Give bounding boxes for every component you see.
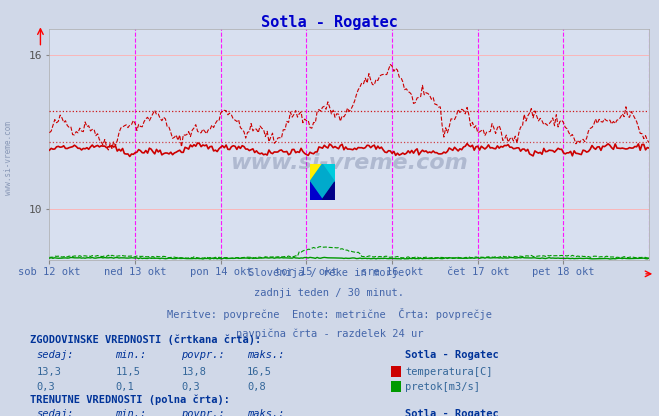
Text: maks.:: maks.: — [247, 409, 285, 416]
Text: 16,5: 16,5 — [247, 367, 272, 377]
Text: Slovenija / reke in morje.: Slovenija / reke in morje. — [248, 268, 411, 278]
Text: TRENUTNE VREDNOSTI (polna črta):: TRENUTNE VREDNOSTI (polna črta): — [30, 394, 229, 405]
Text: Sotla - Rogatec: Sotla - Rogatec — [261, 15, 398, 30]
Text: maks.:: maks.: — [247, 350, 285, 360]
Text: povpr.:: povpr.: — [181, 350, 225, 360]
Text: povpr.:: povpr.: — [181, 409, 225, 416]
Text: pretok[m3/s]: pretok[m3/s] — [405, 382, 480, 392]
Text: min.:: min.: — [115, 409, 146, 416]
Text: Meritve: povprečne  Enote: metrične  Črta: povprečje: Meritve: povprečne Enote: metrične Črta:… — [167, 308, 492, 320]
Polygon shape — [322, 164, 335, 182]
Text: sedaj:: sedaj: — [36, 409, 74, 416]
Text: 0,3: 0,3 — [36, 382, 55, 392]
Text: www.si-vreme.com: www.si-vreme.com — [4, 121, 13, 195]
Text: navpična črta - razdelek 24 ur: navpična črta - razdelek 24 ur — [236, 328, 423, 339]
Text: Sotla - Rogatec: Sotla - Rogatec — [405, 350, 499, 360]
Text: 0,3: 0,3 — [181, 382, 200, 392]
Text: ZGODOVINSKE VREDNOSTI (črtkana črta):: ZGODOVINSKE VREDNOSTI (črtkana črta): — [30, 335, 261, 345]
Text: zadnji teden / 30 minut.: zadnji teden / 30 minut. — [254, 288, 405, 298]
Text: Sotla - Rogatec: Sotla - Rogatec — [405, 409, 499, 416]
Text: 0,1: 0,1 — [115, 382, 134, 392]
Polygon shape — [310, 164, 322, 182]
Text: sedaj:: sedaj: — [36, 350, 74, 360]
Polygon shape — [310, 182, 322, 200]
Text: www.si-vreme.com: www.si-vreme.com — [231, 153, 468, 173]
Text: 11,5: 11,5 — [115, 367, 140, 377]
Text: 0,8: 0,8 — [247, 382, 266, 392]
Polygon shape — [322, 182, 335, 200]
Text: 13,8: 13,8 — [181, 367, 206, 377]
Text: 13,3: 13,3 — [36, 367, 61, 377]
Text: temperatura[C]: temperatura[C] — [405, 367, 493, 377]
Text: min.:: min.: — [115, 350, 146, 360]
Polygon shape — [310, 164, 335, 200]
